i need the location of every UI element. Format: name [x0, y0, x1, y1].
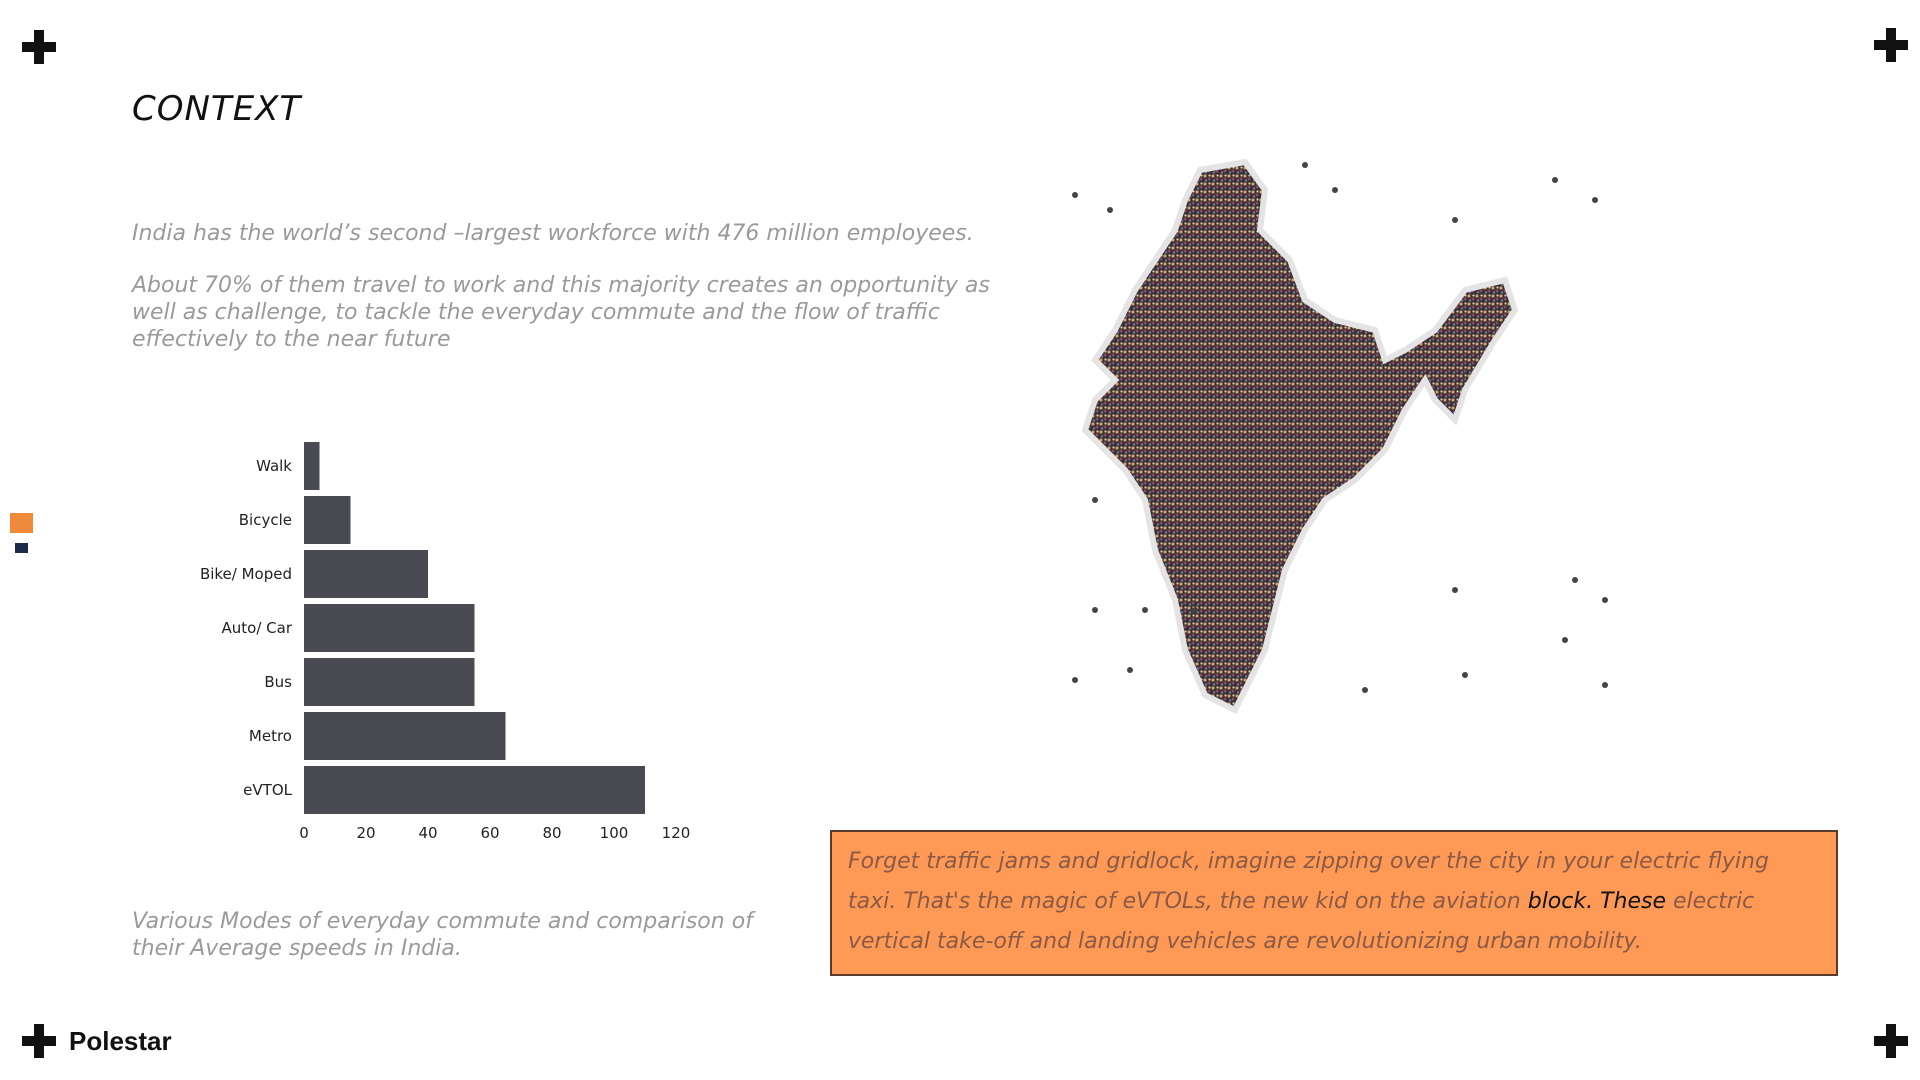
slide-title: CONTEXT: [132, 88, 302, 129]
x-tick-label: 20: [356, 824, 375, 840]
corner-plus-icon: [1874, 28, 1908, 62]
category-label: Metro: [249, 727, 292, 745]
corner-plus-icon: [1874, 1024, 1908, 1058]
category-label: Bike/ Moped: [200, 565, 292, 583]
x-tick-label: 120: [662, 824, 691, 840]
evtol-callout: Forget traffic jams and gridlock, imagin…: [830, 830, 1838, 976]
category-label: Auto/ Car: [222, 619, 293, 637]
bar-walk: [304, 442, 320, 490]
bar-bike-moped: [304, 550, 428, 598]
category-label: Bus: [264, 673, 292, 691]
x-tick-label: 80: [542, 824, 561, 840]
callout-text-part: electric vertical take-off and landing v…: [848, 889, 1755, 954]
navy-swatch: [15, 543, 28, 553]
x-tick-label: 40: [418, 824, 437, 840]
intro-text: About 70% of them travel to work and thi…: [132, 273, 990, 352]
crowd-map-icon: [1072, 158, 1608, 715]
callout-text: Forget traffic jams and gridlock, imagin…: [848, 842, 1820, 962]
callout-highlight: block. These: [1527, 889, 1667, 914]
category-label: Walk: [256, 457, 292, 475]
intro-text: India has the world’s second –largest wo…: [132, 221, 974, 246]
orange-swatch: [10, 513, 33, 533]
india-map-shape: [1081, 158, 1519, 715]
callout-text-part: Forget traffic jams and gridlock, imagin…: [848, 849, 1769, 914]
x-tick-label: 100: [600, 824, 629, 840]
x-tick-label: 60: [480, 824, 499, 840]
category-label: eVTOL: [243, 781, 292, 799]
scattered-people: [1072, 162, 1608, 693]
corner-plus-icon: [22, 30, 56, 64]
bar-bus: [304, 658, 475, 706]
bar-auto-car: [304, 604, 475, 652]
speed-bar-chart: Walk Bicycle Bike/ Moped Auto/ Car Bus Metro e…: [200, 442, 691, 840]
chart-caption: Various Modes of everyday commute and co…: [132, 909, 753, 961]
category-label: Bicycle: [239, 511, 292, 529]
brand-name: Polestar: [69, 1026, 172, 1056]
bar-evtol: [304, 766, 645, 814]
bar-metro: [304, 712, 506, 760]
bar-bicycle: [304, 496, 351, 544]
x-tick-label: 0: [299, 824, 309, 840]
corner-plus-icon: [22, 1024, 56, 1058]
